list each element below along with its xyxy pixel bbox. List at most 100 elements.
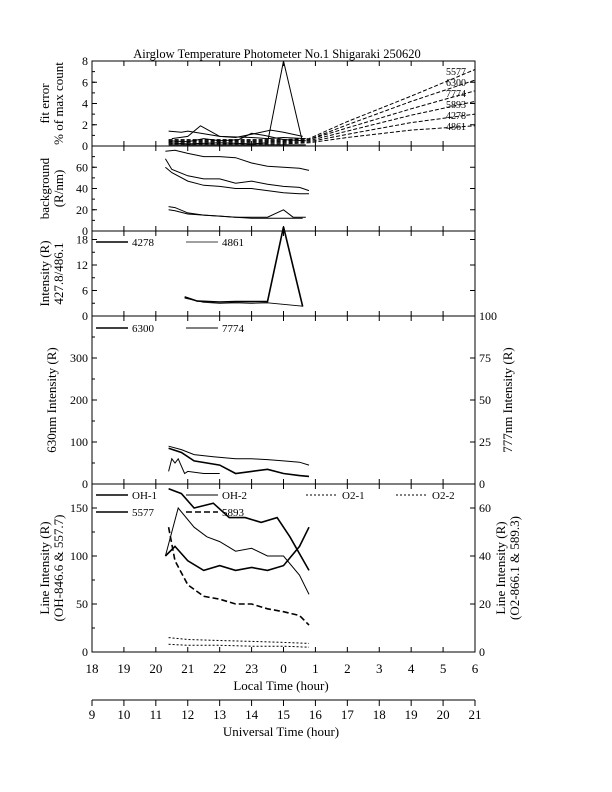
- y2-tick-label: 0: [479, 645, 485, 659]
- y-tick-label: 0: [82, 309, 88, 323]
- legend-label-5577: 5577: [132, 507, 155, 519]
- panel-3: 0 6 12 18 Intensity (R) 427.8/486.1: [37, 226, 476, 323]
- series-line-7774: [168, 90, 476, 142]
- panel-4: 0 100 200 300 0 25 50 75 100 630nm Intensity (R) 7…: [44, 309, 515, 491]
- universal-time-tick-label: 21: [469, 707, 482, 722]
- local-time-axis: 18 19 20 21 22 23 0 1 2 3 4 5 6: [86, 661, 479, 676]
- y-tick-label: 100: [70, 549, 88, 563]
- y2-axis-label: (O2-866.1 & 589.3): [507, 516, 522, 620]
- series-line-OH-1: [164, 526, 310, 572]
- universal-time-tick-label: 20: [437, 707, 450, 722]
- y-tick-label: 12: [76, 258, 88, 272]
- y-axis-label: background: [37, 157, 52, 219]
- legend-label-O2-2: O2-2: [432, 490, 455, 502]
- y-tick-label: 0: [82, 477, 88, 491]
- universal-time-tick-label: 11: [150, 707, 163, 722]
- y2-axis-label: 777nm Intensity (R): [500, 347, 515, 452]
- legend-label-6300: 6300: [132, 323, 155, 335]
- series-line-trace-4: [168, 206, 306, 218]
- y-tick-label: 40: [76, 182, 88, 196]
- universal-time-tick-label: 15: [277, 707, 290, 722]
- y-tick-label: 0: [82, 139, 88, 153]
- y2-tick-label: 60: [479, 501, 491, 515]
- y-tick-label: 0: [82, 645, 88, 659]
- series-line-O2-1: [168, 637, 310, 644]
- y-tick-label: 2: [82, 118, 88, 132]
- y-axis-label: 630nm Intensity (R): [44, 347, 59, 452]
- y-tick-label: 100: [70, 435, 88, 449]
- universal-time-tick-label: 14: [245, 707, 259, 722]
- local-time-tick-label: 4: [408, 661, 415, 676]
- y2-tick-label: 75: [479, 351, 491, 365]
- series-line-6300: [168, 447, 310, 478]
- legend-label-4278: 4278: [446, 111, 466, 122]
- legend-label-7774: 7774: [446, 89, 466, 100]
- panel-2: 0 20 40 60 background (R/nm): [37, 145, 476, 238]
- y-axis-label: (R/nm): [51, 170, 66, 208]
- local-time-tick-label: 6: [472, 661, 479, 676]
- legend-label-5893: 5893: [446, 100, 466, 111]
- universal-time-axis: 9 10 11 12 13 14 15 16 17 18 19 20 21: [89, 699, 482, 722]
- y-tick-label: 60: [76, 160, 88, 174]
- local-time-tick-label: 2: [344, 661, 351, 676]
- y-axis-label: % of max count: [51, 62, 66, 145]
- legend-label-O2-1: O2-1: [342, 490, 365, 502]
- universal-time-tick-label: 17: [341, 707, 355, 722]
- series-line-trace-2: [164, 158, 310, 192]
- local-time-tick-label: 19: [117, 661, 130, 676]
- local-time-tick-label: 23: [245, 661, 258, 676]
- universal-time-tick-label: 10: [117, 707, 130, 722]
- series-line-5577: [168, 488, 310, 571]
- y2-tick-label: 100: [479, 309, 497, 323]
- chart-title: Airglow Temperature Photometer No.1 Shig…: [133, 47, 421, 61]
- panel-1: 0 2 4 6 8 fit error% of max count: [37, 54, 476, 153]
- universal-time-axis-label: Universal Time (hour): [223, 724, 339, 739]
- series-line-trace-8: [171, 125, 303, 140]
- y-tick-label: 150: [70, 501, 88, 515]
- y-tick-label: 0: [82, 224, 88, 238]
- local-time-tick-label: 22: [213, 661, 226, 676]
- y-axis-label: Line Intensity (R): [37, 521, 52, 614]
- y-axis-label: 427.8/486.1: [51, 242, 66, 304]
- series-line-4278: [184, 226, 304, 307]
- series-line-trace-1: [165, 149, 310, 171]
- legend-label-OH-2: OH-2: [222, 490, 247, 502]
- local-time-tick-label: 0: [280, 661, 287, 676]
- y-tick-label: 6: [82, 284, 88, 298]
- local-time-tick-label: 5: [440, 661, 447, 676]
- universal-time-tick-label: 18: [373, 707, 386, 722]
- series-line-5893: [168, 100, 476, 143]
- universal-time-tick-label: 16: [309, 707, 323, 722]
- legend-label-4278: 4278: [132, 237, 155, 249]
- panel-frame: [91, 60, 476, 147]
- y-axis-label: fit error: [37, 83, 52, 124]
- y-tick-label: 18: [76, 233, 88, 247]
- local-time-tick-label: 20: [149, 661, 162, 676]
- legend-label-OH-1: OH-1: [132, 490, 157, 502]
- y-tick-label: 6: [82, 75, 88, 89]
- local-time-axis-label: Local Time (hour): [233, 678, 328, 693]
- legend-label-4861: 4861: [222, 237, 244, 249]
- y2-tick-label: 50: [479, 393, 491, 407]
- y-tick-label: 20: [76, 203, 88, 217]
- local-time-tick-label: 18: [86, 661, 99, 676]
- series-line-7774: [168, 445, 310, 466]
- y2-tick-label: 0: [479, 477, 485, 491]
- y2-tick-label: 40: [479, 549, 491, 563]
- universal-time-tick-label: 19: [405, 707, 418, 722]
- universal-time-tick-label: 13: [213, 707, 226, 722]
- legend-label-7774: 7774: [222, 323, 245, 335]
- legend-label-6300: 6300: [446, 78, 466, 89]
- y2-tick-label: 20: [479, 597, 491, 611]
- legend-label-5893: 5893: [222, 507, 245, 519]
- universal-time-tick-label: 12: [181, 707, 194, 722]
- series-line-O2-2: [168, 643, 310, 648]
- series-line-trace-3: [168, 457, 220, 475]
- local-time-tick-label: 21: [181, 661, 194, 676]
- y2-axis-label: Line Intensity (R): [493, 521, 508, 614]
- y-axis-label: (OH-846.6 & 557.7): [51, 515, 66, 622]
- series-line-4861: [168, 125, 476, 145]
- universal-time-tick-label: 9: [89, 707, 96, 722]
